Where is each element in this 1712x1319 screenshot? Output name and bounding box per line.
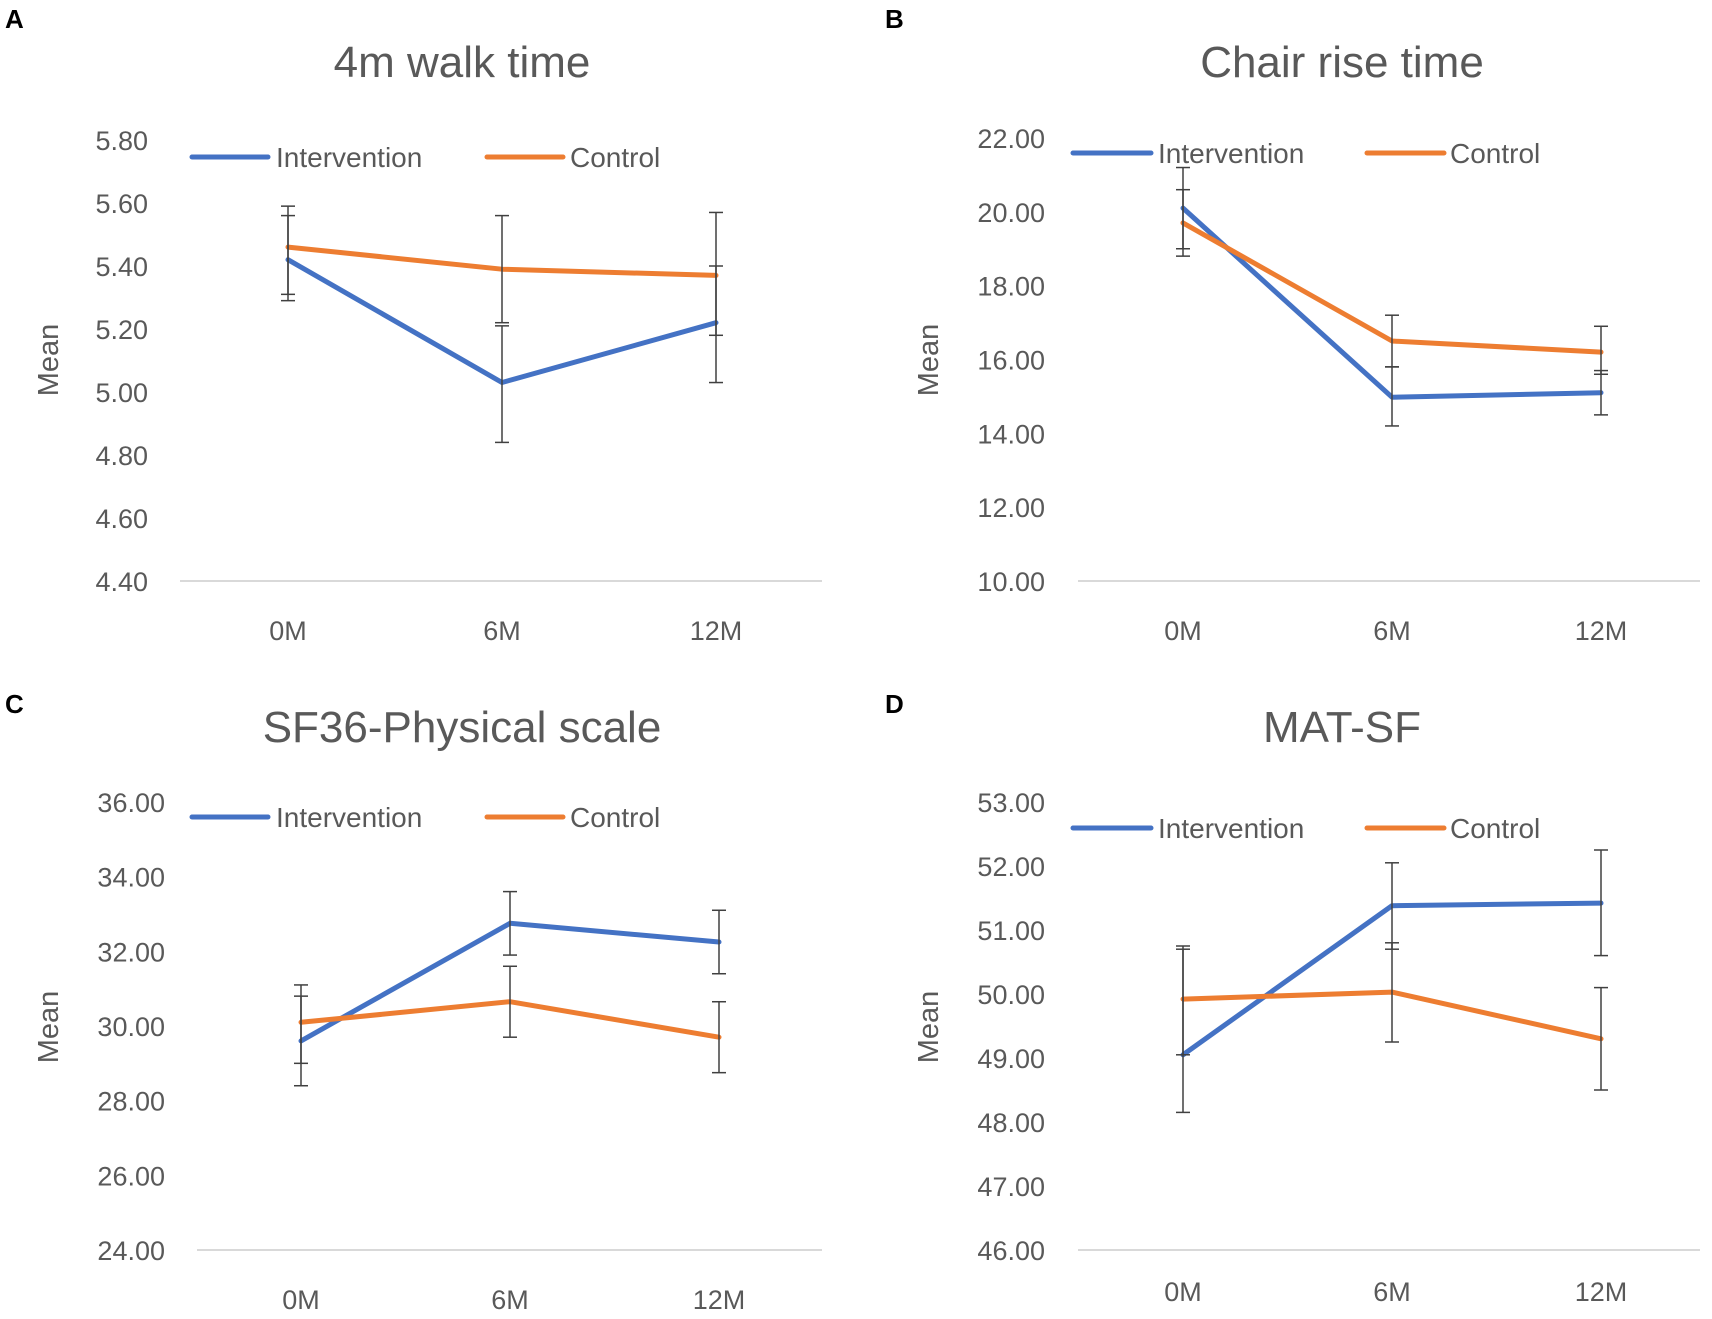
y-tick-label: 5.20 — [95, 315, 148, 345]
y-tick-label: 53.00 — [977, 788, 1045, 818]
legend-label: Intervention — [1158, 138, 1304, 169]
error-bar-control — [1385, 314, 1399, 368]
error-bar-control — [709, 211, 723, 337]
y-tick-label: 5.40 — [95, 252, 148, 282]
y-tick-label: 24.00 — [97, 1236, 165, 1266]
y-tick-label: 20.00 — [977, 198, 1045, 228]
legend-entry-control: Control — [484, 142, 660, 173]
y-tick-label: 18.00 — [977, 272, 1045, 302]
y-axis-label-c: Mean — [33, 991, 65, 1064]
error-bar-control — [281, 205, 295, 302]
error-bar-control — [1176, 945, 1190, 1056]
y-tick-label: 26.00 — [97, 1161, 165, 1191]
legend-label: Control — [1450, 138, 1540, 169]
y-tick-label: 48.00 — [977, 1108, 1045, 1138]
y-tick-label: 10.00 — [977, 567, 1045, 597]
x-tick-label: 6M — [1373, 1277, 1411, 1307]
chart-title-b: Chair rise time — [1200, 38, 1484, 87]
y-axis-label-d: Mean — [913, 991, 945, 1064]
legend-entry-intervention: Intervention — [189, 142, 422, 173]
y-tick-label: 52.00 — [977, 852, 1045, 882]
x-tick-label: 12M — [1575, 1277, 1628, 1307]
panel-letter-c: C — [5, 689, 24, 719]
error-bar-control — [294, 984, 308, 1065]
y-axis-label-a: Mean — [33, 324, 65, 397]
panel-letter-b: B — [885, 4, 904, 34]
panel-letter-d: D — [885, 689, 904, 719]
y-tick-label: 22.00 — [977, 124, 1045, 154]
x-tick-label: 12M — [690, 616, 743, 646]
legend-label: Intervention — [1158, 813, 1304, 844]
y-tick-label: 5.80 — [95, 126, 148, 156]
y-tick-label: 30.00 — [97, 1012, 165, 1042]
chart-title-d: MAT-SF — [1263, 703, 1421, 752]
y-tick-label: 4.80 — [95, 441, 148, 471]
y-tick-label: 49.00 — [977, 1044, 1045, 1074]
y-tick-label: 14.00 — [977, 419, 1045, 449]
y-tick-label: 4.40 — [95, 567, 148, 597]
y-tick-label: 50.00 — [977, 980, 1045, 1010]
y-tick-label: 12.00 — [977, 493, 1045, 523]
chart-title-c: SF36-Physical scale — [263, 703, 662, 752]
error-bar-intervention — [503, 890, 517, 956]
legend-entry-intervention: Intervention — [1070, 813, 1304, 844]
legend-entry-intervention: Intervention — [189, 802, 422, 833]
y-tick-label: 32.00 — [97, 937, 165, 967]
y-tick-label: 34.00 — [97, 863, 165, 893]
legend-entry-control: Control — [1364, 813, 1540, 844]
x-tick-label: 0M — [1164, 1277, 1202, 1307]
y-tick-label: 46.00 — [977, 1236, 1045, 1266]
error-bar-control — [1594, 986, 1608, 1091]
y-tick-label: 36.00 — [97, 788, 165, 818]
legend-entry-control: Control — [484, 802, 660, 833]
legend-label: Intervention — [276, 142, 422, 173]
error-bar-control — [495, 214, 509, 324]
y-axis-label-b: Mean — [913, 324, 945, 397]
x-tick-label: 6M — [1373, 616, 1411, 646]
x-tick-label: 0M — [269, 616, 307, 646]
legend-label: Control — [1450, 813, 1540, 844]
legend-label: Intervention — [276, 802, 422, 833]
y-tick-label: 5.00 — [95, 378, 148, 408]
error-bar-intervention — [495, 325, 509, 444]
chart-b: Chair rise time Mean 10.00 12.00 14.00 16.00 1… — [913, 38, 1700, 646]
error-bar-control — [1385, 942, 1399, 1043]
error-bar-control — [712, 1000, 726, 1074]
legend-entry-intervention: Intervention — [1070, 138, 1304, 169]
y-tick-label: 16.00 — [977, 346, 1045, 376]
x-tick-label: 12M — [693, 1285, 746, 1315]
error-bar-intervention — [1594, 849, 1608, 957]
legend-label: Control — [570, 142, 660, 173]
error-bar-control — [503, 965, 517, 1038]
y-tick-label: 5.60 — [95, 189, 148, 219]
x-tick-label: 6M — [483, 616, 521, 646]
y-tick-label: 47.00 — [977, 1172, 1045, 1202]
legend-entry-control: Control — [1364, 138, 1540, 169]
x-tick-label: 0M — [282, 1285, 320, 1315]
y-tick-label: 4.60 — [95, 504, 148, 534]
y-tick-label: 51.00 — [977, 916, 1045, 946]
error-bar-control — [1176, 188, 1190, 257]
x-tick-label: 12M — [1575, 616, 1628, 646]
chart-c: SF36-Physical scale Mean 24.00 26.00 28.00 30… — [33, 703, 822, 1315]
error-bar-intervention — [712, 909, 726, 975]
x-tick-label: 0M — [1164, 616, 1202, 646]
x-tick-label: 6M — [491, 1285, 529, 1315]
legend-label: Control — [570, 802, 660, 833]
chart-d: MAT-SF Mean 46.00 47.00 48.00 49.00 50.00 51.00… — [913, 703, 1700, 1307]
chart-title-a: 4m walk time — [334, 38, 591, 87]
panel-letter-a: A — [5, 4, 24, 34]
y-tick-label: 28.00 — [97, 1087, 165, 1117]
error-bar-control — [1594, 325, 1608, 376]
chart-a: 4m walk time Mean 4.40 4.60 4.80 5.00 5.20 5.40… — [33, 38, 822, 646]
